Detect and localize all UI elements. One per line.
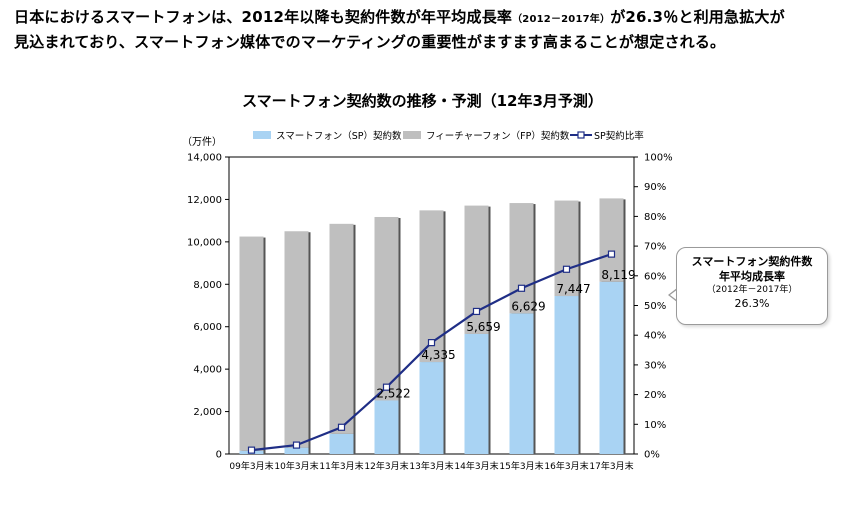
sp-ratio-marker: [607, 250, 616, 258]
chart-title: スマートフォン契約数の推移・予測（12年3月予測）: [242, 92, 603, 110]
y2-tick-label: 40%: [644, 331, 666, 342]
bar-sp: [329, 433, 354, 454]
x-tick-label: 17年3月末: [589, 460, 633, 472]
y2-tick-label: 70%: [644, 242, 666, 253]
y-tick-label: 6,000: [193, 322, 222, 333]
y-tick-label: 0: [216, 450, 222, 461]
bar-sp: [509, 313, 534, 454]
cagr-callout: スマートフォン契約件数 年平均成長率 （2012年－2017年） 26.3%: [676, 247, 828, 325]
y2-tick-label: 20%: [644, 390, 666, 401]
headline-line1a: 日本におけるスマートフォンは、2012年以降も契約件数が年平均成長率: [14, 8, 513, 26]
sp-data-label: 7,447: [556, 282, 590, 296]
sp-ratio-marker: [517, 284, 526, 292]
sp-ratio-marker: [337, 423, 346, 431]
y-tick-label: 10,000: [187, 237, 222, 248]
bar-fp: [509, 203, 534, 314]
y2-tick-label: 100%: [644, 153, 673, 164]
y-tick-label: 4,000: [193, 365, 222, 376]
sp-ratio-marker: [292, 441, 301, 449]
y2-tick-label: 60%: [644, 271, 666, 282]
sp-ratio-marker: [247, 446, 256, 454]
callout-tail-fill: [670, 289, 678, 301]
x-tick-label: 16年3月末: [544, 460, 588, 472]
bar-sp: [554, 296, 579, 454]
sp-data-label: 8,119: [601, 268, 635, 282]
x-tick-label: 14年3月末: [454, 460, 498, 472]
bar-sp: [419, 362, 444, 454]
legend-label-fp: フィーチャーフォン（FP）契約数: [426, 130, 570, 142]
sp-ratio-marker: [427, 339, 436, 347]
callout-line4: 26.3%: [734, 297, 770, 310]
callout-line2: 年平均成長率: [719, 270, 785, 283]
legend-marker-ratio: [577, 131, 585, 139]
legend-label-ratio: SP契約比率: [594, 130, 644, 142]
sp-data-label: 5,659: [466, 320, 500, 334]
y-tick-label: 8,000: [193, 280, 222, 291]
y2-tick-label: 80%: [644, 212, 666, 223]
x-tick-label: 12年3月末: [364, 460, 408, 472]
sp-data-label: 2,522: [376, 386, 410, 400]
legend-swatch-fp: [403, 131, 421, 139]
bar-sp: [464, 333, 489, 454]
x-tick-label: 13年3月末: [409, 460, 453, 472]
bar-fp: [599, 198, 624, 282]
sp-ratio-marker: [472, 307, 481, 316]
sp-ratio-marker: [562, 265, 571, 273]
headline-line2: 見込まれており、スマートフォン媒体でのマーケティングの重要性がますます高まること…: [14, 33, 726, 51]
x-tick-label: 09年3月末: [229, 460, 273, 472]
headline: 日本におけるスマートフォンは、2012年以降も契約件数が年平均成長率（2012－…: [14, 6, 839, 53]
y2-tick-label: 10%: [644, 420, 666, 431]
bar-fp: [329, 223, 354, 434]
bar-sp: [284, 447, 309, 454]
x-tick-label: 15年3月末: [499, 460, 543, 472]
sp-ratio-marker: [382, 383, 391, 391]
sp-data-label: 6,629: [511, 299, 545, 313]
bar-sp: [374, 400, 399, 454]
legend-label-sp: スマートフォン（SP）契約数: [276, 130, 402, 142]
bar-fp: [374, 216, 399, 401]
y2-tick-label: 90%: [644, 182, 666, 193]
bar-fp: [554, 200, 579, 297]
headline-period: （2012－2017年）: [512, 14, 611, 25]
y-unit-label: （万件）: [182, 136, 222, 148]
y2-tick-label: 50%: [644, 301, 666, 312]
legend-swatch-sp: [253, 131, 271, 139]
callout-line1: スマートフォン契約件数: [691, 255, 813, 268]
y2-tick-label: 30%: [644, 360, 666, 371]
headline-line1b: が26.3％と利用急拡大が: [610, 8, 785, 26]
y-tick-label: 12,000: [187, 195, 222, 206]
x-tick-label: 11年3月末: [319, 460, 363, 472]
y2-tick-label: 0%: [644, 450, 660, 461]
bar-fp: [239, 236, 264, 451]
y-tick-label: 14,000: [187, 153, 222, 164]
y-tick-label: 2,000: [193, 407, 222, 418]
callout-line3: （2012年－2017年）: [706, 285, 798, 295]
sp-data-label: 4,335: [421, 348, 455, 362]
x-tick-label: 10年3月末: [274, 460, 318, 472]
bar-sp: [599, 281, 624, 454]
bar-fp: [284, 231, 309, 448]
